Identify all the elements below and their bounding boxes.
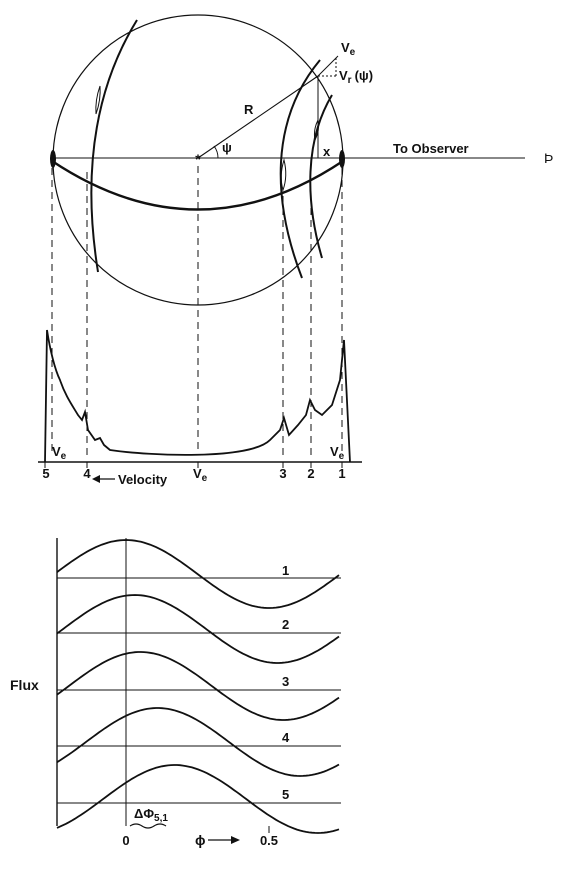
phase-shift-label: ΔΦ5,1 <box>134 806 168 824</box>
psi-label: ψ <box>222 140 232 155</box>
meridian-3 <box>279 59 321 279</box>
feature-4-label: 4 <box>83 466 91 481</box>
feature-5-label: 5 <box>42 466 49 481</box>
curve-3-label: 3 <box>282 674 289 689</box>
observer-eye-icon: Þ <box>544 150 553 166</box>
phase-arrow-icon <box>231 836 240 844</box>
projection-dashes <box>51 166 343 455</box>
equator-line <box>51 160 344 211</box>
profile-curve <box>44 329 351 463</box>
flux-curve-5 <box>56 764 340 834</box>
curve-1-label: 1 <box>282 563 289 578</box>
flux-panel: 1 2 3 4 5 Flux ΔΦ5,1 0 0.5 ϕ <box>10 538 341 848</box>
spot-1 <box>339 150 345 168</box>
phase-axis-label: ϕ <box>195 832 206 848</box>
feature-2-label: 2 <box>307 466 314 481</box>
x-label: x <box>323 144 331 159</box>
curve-4-label: 4 <box>282 730 290 745</box>
meridian-4 <box>90 19 138 273</box>
flux-curves <box>56 539 340 834</box>
spot-3 <box>280 158 287 192</box>
left-edge-velocity-label: Ve <box>52 444 67 462</box>
velocity-arrow-icon <box>92 475 100 483</box>
line-profile: Ve Ve Ve 5 4 3 2 1 Velocity <box>38 329 362 487</box>
spot-2 <box>313 118 320 142</box>
feature-ticks <box>44 462 343 468</box>
meridian-2 <box>309 94 333 259</box>
radius-label: R <box>244 102 254 117</box>
velocity-axis-label: Velocity <box>118 472 168 487</box>
flux-curve-1 <box>56 539 340 609</box>
to-observer-label: To Observer <box>393 141 469 156</box>
center-star: * <box>195 151 201 167</box>
spot-4 <box>95 85 101 115</box>
vr-label: Vr (ψ) <box>339 68 373 86</box>
x-tick-0.5: 0.5 <box>260 833 278 848</box>
feature-1-label: 1 <box>338 466 345 481</box>
psi-arc <box>213 145 219 159</box>
flux-curve-3 <box>56 651 340 721</box>
feature-3-label: 3 <box>279 466 286 481</box>
center-velocity-label: Ve <box>193 466 208 484</box>
curve-2-label: 2 <box>282 617 289 632</box>
flux-axis-label: Flux <box>10 677 39 693</box>
spot-5 <box>50 150 56 168</box>
curve-baselines <box>57 577 341 804</box>
radius-line <box>197 75 319 159</box>
flux-curve-2 <box>56 594 340 664</box>
right-edge-velocity-label: Ve <box>330 444 345 462</box>
ve-vector <box>317 55 339 77</box>
x-tick-0: 0 <box>122 833 129 848</box>
curve-5-label: 5 <box>282 787 289 802</box>
star-diagram: * Ve Vr (ψ) R ψ x To Observer Þ <box>50 14 553 455</box>
flux-curve-4 <box>56 707 340 777</box>
ve-label: Ve <box>341 40 356 58</box>
phase-shift-brace <box>129 823 167 829</box>
